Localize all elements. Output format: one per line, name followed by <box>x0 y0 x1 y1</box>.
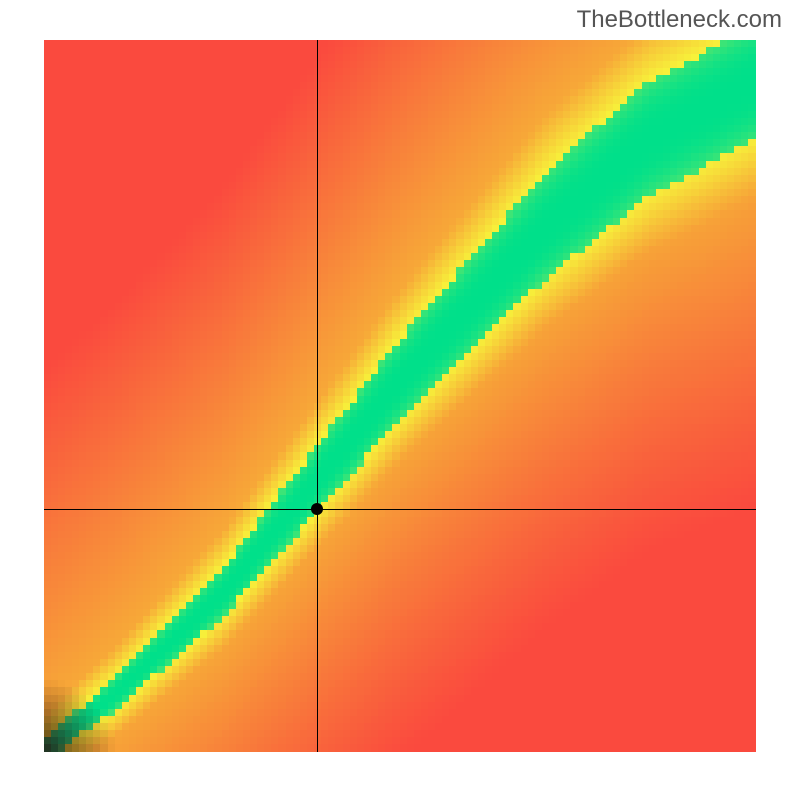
plot-border <box>44 40 756 752</box>
crosshair-horizontal <box>44 509 756 510</box>
heatmap-canvas <box>44 40 756 752</box>
crosshair-vertical <box>317 40 318 752</box>
watermark-text: TheBottleneck.com <box>577 6 782 34</box>
chart-container: TheBottleneck.com <box>0 0 800 800</box>
